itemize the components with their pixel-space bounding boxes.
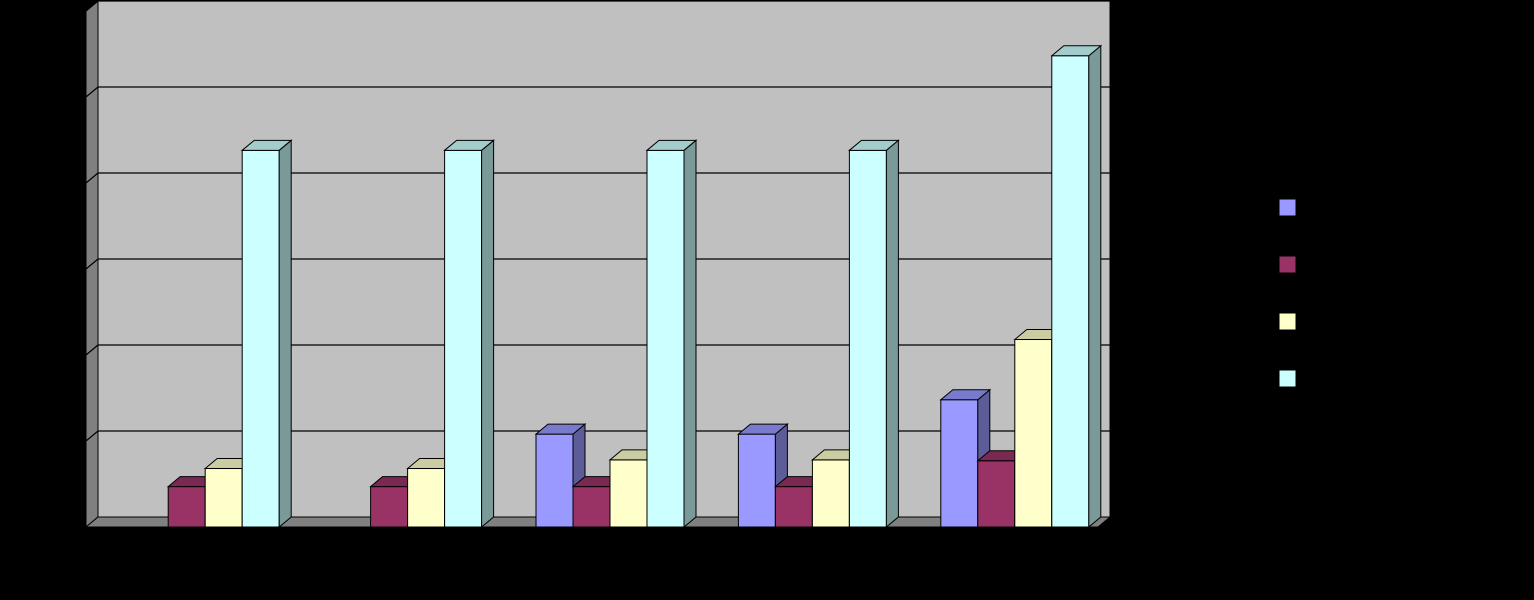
gridline [85,86,1110,98]
legend-swatch [1278,369,1297,388]
bar-top [443,139,495,151]
bar-top [534,423,587,435]
bar-side [481,139,495,529]
bar [443,139,495,529]
bar-front [940,399,979,528]
bar [1050,44,1103,529]
bar-top [848,139,900,151]
bar-side [278,139,292,529]
bar-front [370,486,409,528]
bar [645,139,698,529]
bar-front [609,459,648,528]
bar-front [241,149,280,528]
bar-top [1050,45,1103,57]
legend-swatch [1278,198,1297,217]
bar-front [444,149,483,528]
bar-front [774,486,813,528]
bar-front [646,149,685,528]
bar-front [811,459,850,528]
bar-side [1088,44,1102,529]
bar-front [848,149,887,528]
bar-front [167,486,206,528]
bar-top [240,139,293,151]
gridline [85,344,1110,356]
bar [240,139,293,529]
bar-top [645,139,698,151]
bar-front [204,468,243,528]
bar [848,139,900,529]
bar-series [166,44,1103,529]
bar-front [737,433,776,528]
bar-side [885,139,899,529]
bar-front [535,433,574,528]
bar-top [737,423,789,435]
gridline [85,0,1110,12]
legend-swatch [1278,312,1297,331]
bar-top [939,389,992,401]
gridline [85,172,1110,184]
bar-front [407,468,446,528]
bar-front [1051,55,1090,528]
gridline [85,258,1110,270]
legend [1278,198,1297,388]
legend-swatch [1278,255,1297,274]
bar-front [572,486,611,528]
bar-side [683,139,697,529]
bar-front [1014,339,1053,528]
bar-front [977,460,1016,528]
